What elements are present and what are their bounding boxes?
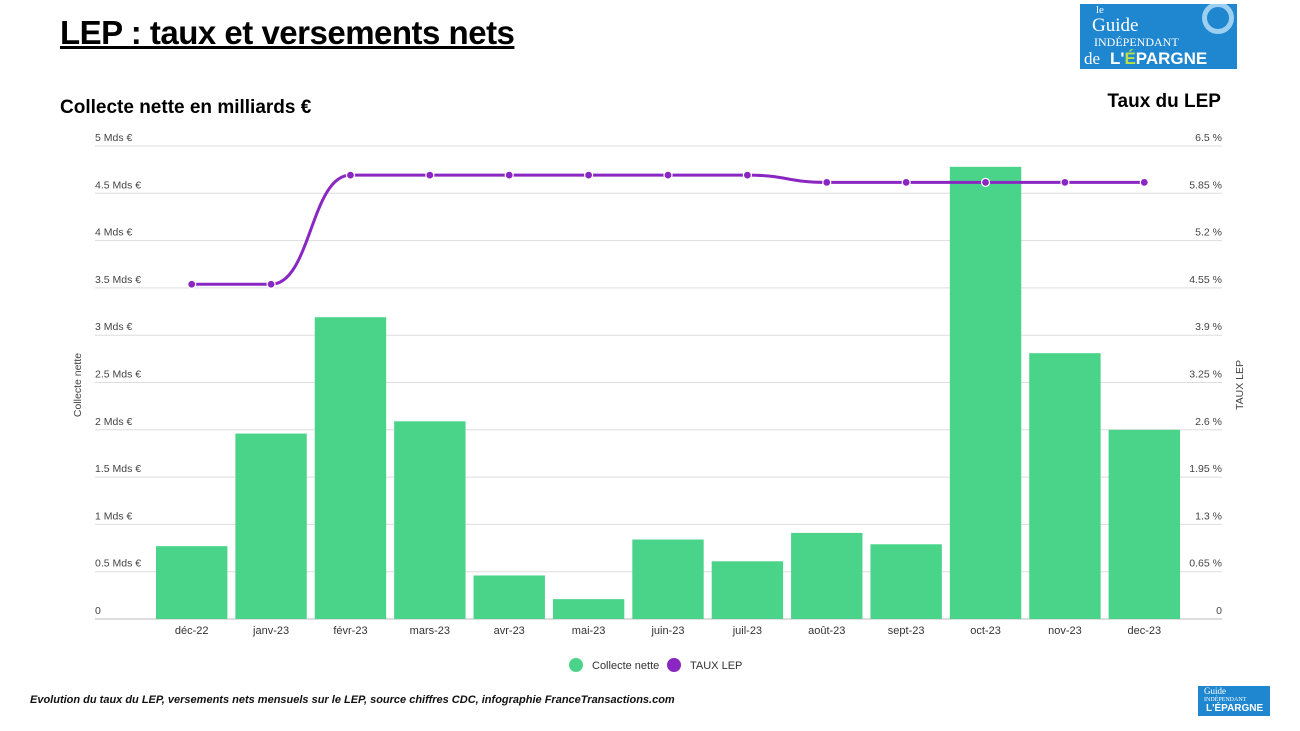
legend-marker-taux	[667, 658, 681, 672]
bar-dec-23	[1108, 429, 1180, 619]
y-tick-label: 1 Mds €	[95, 510, 133, 522]
right-axis-title: Taux du LEP	[1107, 91, 1221, 112]
taux-point-juil-23	[742, 170, 752, 180]
x-tick-label: juil-23	[732, 625, 762, 637]
y-tick-label: 2.5 Mds €	[95, 369, 141, 381]
bar-févr-23	[314, 317, 387, 619]
y2-tick-label: 3.9 %	[1195, 321, 1222, 333]
y2-tick-label: 1.95 %	[1189, 463, 1222, 475]
guide-epargne-logo: le Guide INDÉPENDANT de L'ÉPARGNE	[1080, 4, 1237, 69]
taux-point-févr-23	[345, 170, 356, 180]
x-tick-label: dec-23	[1127, 625, 1161, 637]
bar-déc-22	[156, 546, 228, 619]
taux-point-mars-23	[425, 170, 435, 180]
x-tick-label: sept-23	[888, 625, 925, 637]
bar-janv-23	[235, 433, 307, 619]
y-axis-label: Collecte nette	[72, 353, 84, 417]
taux-point-janv-23	[266, 279, 276, 289]
taux-point-nov-23	[1060, 177, 1070, 187]
bar-août-23	[791, 532, 863, 619]
caption: Evolution du taux du LEP, versements net…	[30, 694, 675, 706]
y2-tick-label: 5.85 %	[1189, 179, 1222, 191]
y-tick-label: 4.5 Mds €	[95, 179, 141, 191]
y-tick-label: 3.5 Mds €	[95, 274, 141, 286]
y-tick-label: 3 Mds €	[95, 321, 133, 333]
taux-point-mai-23	[584, 170, 594, 180]
y-tick-label: 0.5 Mds €	[95, 558, 141, 570]
y-tick-label: 1.5 Mds €	[95, 463, 141, 475]
left-axis-title: Collecte nette en milliards €	[60, 97, 312, 118]
y-tick-label: 0	[95, 605, 101, 617]
y-tick-label: 2 Mds €	[95, 416, 133, 428]
bar-sept-23	[870, 544, 942, 619]
x-tick-label: oct-23	[970, 625, 1001, 637]
taux-point-oct-23	[980, 177, 991, 187]
taux-point-déc-22	[187, 279, 197, 289]
taux-point-sept-23	[901, 177, 911, 187]
taux-point-avr-23	[504, 170, 514, 180]
bar-oct-23	[949, 166, 1022, 619]
legend-label-taux: TAUX LEP	[690, 660, 742, 672]
y2-tick-label: 5.2 %	[1195, 227, 1222, 239]
y2-tick-label: 3.25 %	[1189, 369, 1222, 381]
page-title: LEP : taux et versements nets	[60, 14, 515, 51]
x-tick-label: mai-23	[572, 625, 606, 637]
guide-epargne-logo-small: Guide INDÉPENDANT L'ÉPARGNE	[1198, 686, 1270, 716]
bar-juin-23	[632, 539, 704, 619]
bar-avr-23	[473, 575, 545, 619]
y2-tick-label: 2.6 %	[1195, 416, 1222, 428]
legend-marker-collecte	[569, 658, 583, 672]
y2-tick-label: 6.5 %	[1195, 132, 1222, 144]
bar-nov-23	[1029, 353, 1101, 619]
y2-tick-label: 0	[1216, 605, 1222, 617]
taux-point-août-23	[822, 177, 832, 187]
y2-tick-label: 0.65 %	[1189, 558, 1222, 570]
x-tick-label: mars-23	[410, 625, 450, 637]
x-tick-label: janv-23	[252, 625, 289, 637]
legend-label-collecte: Collecte nette	[592, 660, 659, 672]
x-tick-label: avr-23	[494, 625, 525, 637]
bar-mai-23	[552, 599, 625, 619]
y2-tick-label: 4.55 %	[1189, 274, 1222, 286]
y-tick-label: 4 Mds €	[95, 227, 133, 239]
x-tick-label: févr-23	[333, 625, 367, 637]
taux-point-dec-23	[1139, 177, 1149, 187]
bar-mars-23	[394, 421, 466, 619]
taux-point-juin-23	[663, 170, 673, 180]
x-tick-label: nov-23	[1048, 625, 1082, 637]
y2-tick-label: 1.3 %	[1195, 510, 1222, 522]
y2-axis-label: TAUX LEP	[1234, 360, 1246, 410]
x-tick-label: déc-22	[175, 625, 209, 637]
x-tick-label: août-23	[808, 625, 845, 637]
bar-juil-23	[711, 561, 784, 619]
x-tick-label: juin-23	[650, 625, 684, 637]
y-tick-label: 5 Mds €	[95, 132, 133, 144]
